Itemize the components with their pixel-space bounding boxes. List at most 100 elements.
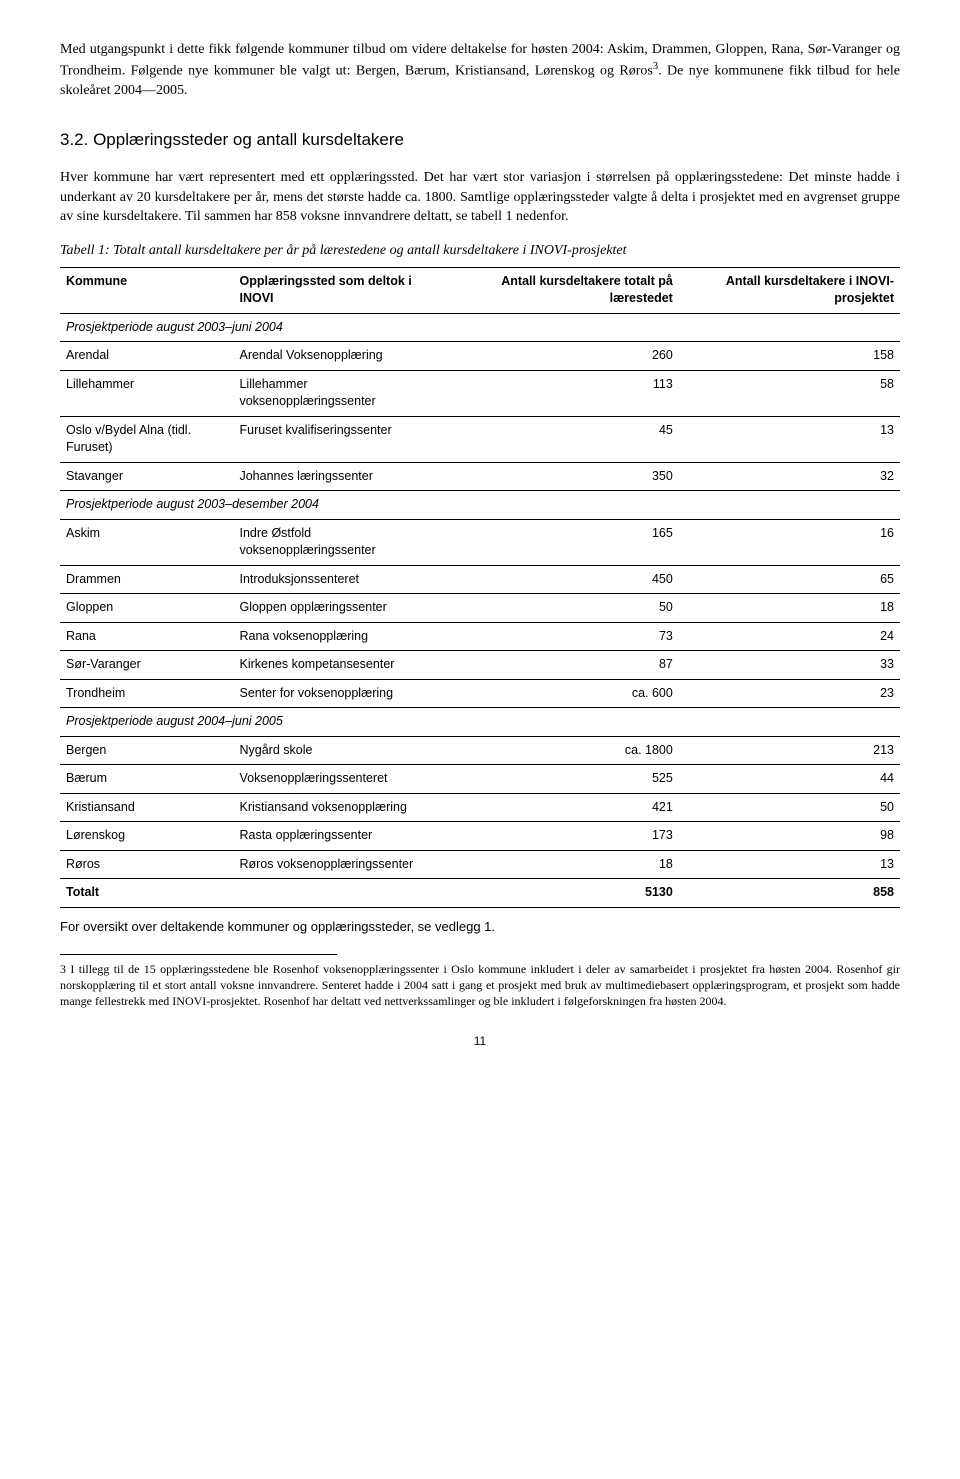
- participants-table: Kommune Opplæringssted som deltok i INOV…: [60, 267, 900, 908]
- cell-inovi: 65: [679, 565, 900, 594]
- cell-totalt: 50: [449, 594, 679, 623]
- cell-totalt: 260: [449, 342, 679, 371]
- total-totalt: 5130: [449, 879, 679, 908]
- cell-opplaeringssted: Voksenopplæringssenteret: [233, 765, 448, 794]
- intro-paragraph: Med utgangspunkt i dette fikk følgende k…: [60, 40, 900, 100]
- table-row: BergenNygård skoleca. 1800213: [60, 736, 900, 765]
- cell-inovi: 13: [679, 416, 900, 462]
- cell-totalt: 165: [449, 519, 679, 565]
- cell-opplaeringssted: Arendal Voksenopplæring: [233, 342, 448, 371]
- cell-totalt: 18: [449, 850, 679, 879]
- cell-kommune: Drammen: [60, 565, 233, 594]
- cell-inovi: 18: [679, 594, 900, 623]
- table-total-row: Totalt5130858: [60, 879, 900, 908]
- table-row: Oslo v/Bydel Alna (tidl. Furuset)Furuset…: [60, 416, 900, 462]
- table-row: KristiansandKristiansand voksenopplæring…: [60, 793, 900, 822]
- cell-opplaeringssted: Nygård skole: [233, 736, 448, 765]
- cell-inovi: 13: [679, 850, 900, 879]
- cell-kommune: Stavanger: [60, 462, 233, 491]
- cell-inovi: 33: [679, 651, 900, 680]
- cell-opplaeringssted: Senter for voksenopplæring: [233, 679, 448, 708]
- cell-inovi: 44: [679, 765, 900, 794]
- cell-totalt: 450: [449, 565, 679, 594]
- cell-opplaeringssted: Furuset kvalifiseringssenter: [233, 416, 448, 462]
- table-section-row: Prosjektperiode august 2004–juni 2005: [60, 708, 900, 737]
- cell-opplaeringssted: Indre Østfold voksenopplæringssenter: [233, 519, 448, 565]
- cell-inovi: 24: [679, 622, 900, 651]
- table-row: Sør-VarangerKirkenes kompetansesenter873…: [60, 651, 900, 680]
- cell-kommune: Lillehammer: [60, 370, 233, 416]
- cell-totalt: 73: [449, 622, 679, 651]
- table-row: BærumVoksenopplæringssenteret52544: [60, 765, 900, 794]
- table-section-label: Prosjektperiode august 2004–juni 2005: [60, 708, 900, 737]
- cell-inovi: 158: [679, 342, 900, 371]
- table-row: ArendalArendal Voksenopplæring260158: [60, 342, 900, 371]
- cell-opplaeringssted: Kristiansand voksenopplæring: [233, 793, 448, 822]
- table-row: LørenskogRasta opplæringssenter17398: [60, 822, 900, 851]
- table-caption: Tabell 1: Totalt antall kursdeltakere pe…: [60, 241, 900, 261]
- table-row: StavangerJohannes læringssenter35032: [60, 462, 900, 491]
- section-heading: 3.2. Opplæringssteder og antall kursdelt…: [60, 128, 900, 152]
- cell-inovi: 50: [679, 793, 900, 822]
- cell-opplaeringssted: Lillehammer voksenopplæringssenter: [233, 370, 448, 416]
- table-row: TrondheimSenter for voksenopplæringca. 6…: [60, 679, 900, 708]
- table-row: AskimIndre Østfold voksenopplæringssente…: [60, 519, 900, 565]
- table-section-row: Prosjektperiode august 2003–juni 2004: [60, 313, 900, 342]
- cell-kommune: Arendal: [60, 342, 233, 371]
- table-row: GloppenGloppen opplæringssenter5018: [60, 594, 900, 623]
- table-row: LillehammerLillehammer voksenopplæringss…: [60, 370, 900, 416]
- cell-inovi: 32: [679, 462, 900, 491]
- cell-opplaeringssted: Rana voksenopplæring: [233, 622, 448, 651]
- footnote: 3 I tillegg til de 15 opplæringsstedene …: [60, 961, 900, 1010]
- cell-inovi: 213: [679, 736, 900, 765]
- cell-opplaeringssted: Gloppen opplæringssenter: [233, 594, 448, 623]
- col-header-inovi: Antall kursdeltakere i INOVI-prosjektet: [679, 267, 900, 313]
- table-section-label: Prosjektperiode august 2003–desember 200…: [60, 491, 900, 520]
- cell-totalt: ca. 600: [449, 679, 679, 708]
- cell-totalt: 421: [449, 793, 679, 822]
- cell-inovi: 98: [679, 822, 900, 851]
- total-label: Totalt: [60, 879, 449, 908]
- cell-totalt: 87: [449, 651, 679, 680]
- cell-totalt: 173: [449, 822, 679, 851]
- table-row: RanaRana voksenopplæring7324: [60, 622, 900, 651]
- cell-inovi: 23: [679, 679, 900, 708]
- footnote-separator: [60, 954, 337, 955]
- table-section-label: Prosjektperiode august 2003–juni 2004: [60, 313, 900, 342]
- cell-totalt: 45: [449, 416, 679, 462]
- cell-opplaeringssted: Røros voksenopplæringssenter: [233, 850, 448, 879]
- total-inovi: 858: [679, 879, 900, 908]
- col-header-totalt: Antall kursdeltakere totalt på lærestede…: [449, 267, 679, 313]
- cell-kommune: Kristiansand: [60, 793, 233, 822]
- col-header-kommune: Kommune: [60, 267, 233, 313]
- cell-opplaeringssted: Kirkenes kompetansesenter: [233, 651, 448, 680]
- cell-kommune: Røros: [60, 850, 233, 879]
- cell-totalt: 350: [449, 462, 679, 491]
- cell-totalt: ca. 1800: [449, 736, 679, 765]
- cell-kommune: Askim: [60, 519, 233, 565]
- cell-opplaeringssted: Johannes læringssenter: [233, 462, 448, 491]
- table-section-row: Prosjektperiode august 2003–desember 200…: [60, 491, 900, 520]
- cell-kommune: Oslo v/Bydel Alna (tidl. Furuset): [60, 416, 233, 462]
- table-header-row: Kommune Opplæringssted som deltok i INOV…: [60, 267, 900, 313]
- cell-kommune: Bærum: [60, 765, 233, 794]
- cell-opplaeringssted: Introduksjonssenteret: [233, 565, 448, 594]
- cell-kommune: Sør-Varanger: [60, 651, 233, 680]
- cell-kommune: Gloppen: [60, 594, 233, 623]
- cell-inovi: 58: [679, 370, 900, 416]
- cell-opplaeringssted: Rasta opplæringssenter: [233, 822, 448, 851]
- footnote-text: I tillegg til de 15 opplæringsstedene bl…: [60, 962, 900, 1008]
- cell-kommune: Lørenskog: [60, 822, 233, 851]
- cell-totalt: 525: [449, 765, 679, 794]
- cell-totalt: 113: [449, 370, 679, 416]
- table-row: DrammenIntroduksjonssenteret45065: [60, 565, 900, 594]
- cell-kommune: Rana: [60, 622, 233, 651]
- after-table-text: For oversikt over deltakende kommuner og…: [60, 918, 900, 936]
- body-paragraph: Hver kommune har vært representert med e…: [60, 168, 900, 227]
- cell-inovi: 16: [679, 519, 900, 565]
- col-header-opplaeringssted: Opplæringssted som deltok i INOVI: [233, 267, 448, 313]
- table-row: RørosRøros voksenopplæringssenter1813: [60, 850, 900, 879]
- cell-kommune: Bergen: [60, 736, 233, 765]
- cell-kommune: Trondheim: [60, 679, 233, 708]
- page-number: 11: [60, 1033, 900, 1050]
